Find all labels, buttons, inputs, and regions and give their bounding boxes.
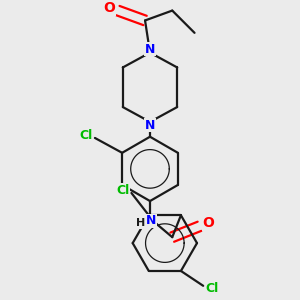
Text: Cl: Cl (206, 282, 219, 295)
Text: N: N (146, 214, 157, 227)
Text: O: O (103, 1, 115, 15)
Text: N: N (145, 119, 155, 132)
Text: O: O (202, 216, 214, 230)
Text: N: N (145, 43, 155, 56)
Text: Cl: Cl (80, 130, 93, 142)
Text: H: H (136, 218, 146, 228)
Text: Cl: Cl (116, 184, 129, 197)
